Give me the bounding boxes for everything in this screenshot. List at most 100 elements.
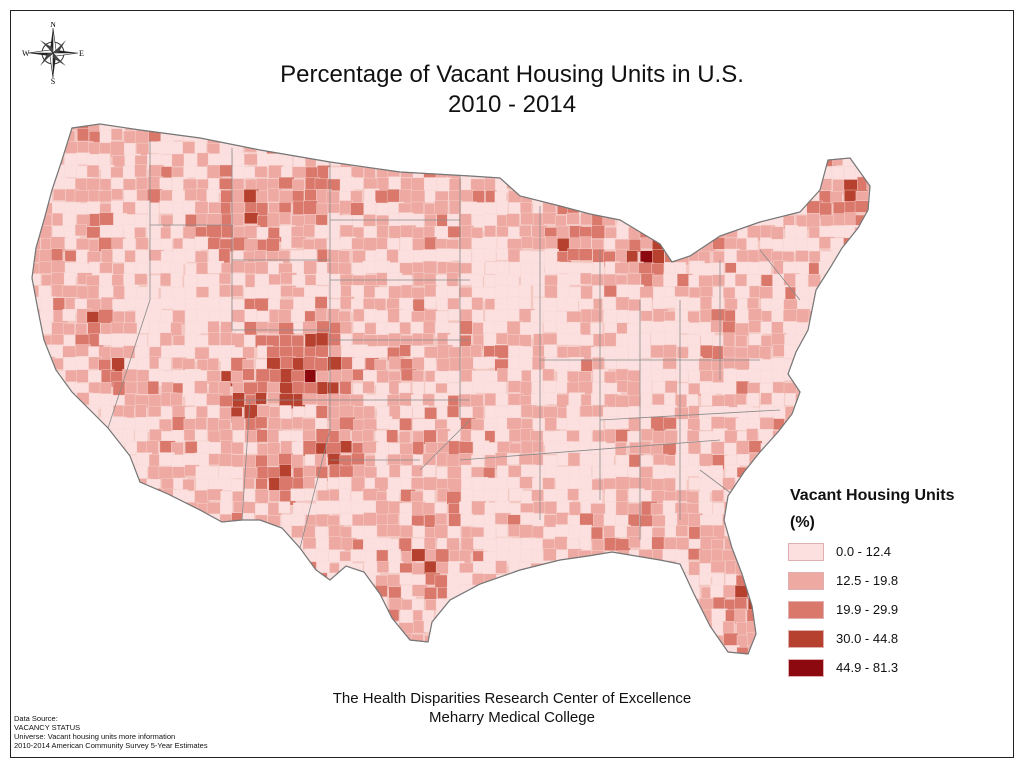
county: [868, 238, 870, 250]
county: [278, 598, 293, 611]
county: [734, 202, 747, 216]
county: [592, 202, 605, 215]
county: [543, 548, 557, 562]
county: [316, 561, 332, 573]
county: [316, 635, 334, 651]
county: [134, 298, 148, 313]
county: [843, 334, 859, 348]
county: [458, 213, 472, 228]
county: [74, 407, 89, 424]
county: [521, 658, 532, 674]
county: [86, 429, 100, 446]
county: [136, 586, 150, 601]
county: [675, 334, 688, 347]
county: [687, 311, 700, 325]
county: [230, 574, 244, 588]
county: [675, 369, 689, 383]
county: [509, 538, 522, 554]
county: [662, 177, 676, 192]
county: [160, 560, 177, 575]
county: [507, 380, 522, 393]
county: [98, 551, 115, 565]
county: [194, 321, 210, 334]
county: [818, 142, 832, 157]
county: [160, 526, 177, 543]
county: [171, 405, 187, 418]
county: [50, 477, 67, 493]
county: [760, 501, 777, 515]
county: [568, 191, 584, 208]
county: [591, 128, 606, 144]
county: [866, 129, 870, 143]
county: [580, 596, 595, 611]
county: [38, 285, 51, 299]
county: [724, 189, 741, 202]
county: [856, 465, 870, 481]
county: [267, 188, 280, 203]
county: [135, 645, 149, 654]
county: [40, 608, 53, 623]
county: [400, 165, 416, 178]
county: [627, 381, 642, 397]
county: [688, 561, 700, 576]
county: [508, 657, 522, 672]
county: [674, 309, 689, 322]
county: [399, 525, 415, 538]
county: [112, 539, 127, 553]
county: [279, 476, 294, 491]
county: [761, 188, 773, 203]
county: [592, 262, 605, 274]
county: [485, 261, 497, 275]
county: [567, 452, 582, 467]
county: [808, 344, 824, 358]
county: [722, 332, 735, 348]
county: [448, 609, 465, 622]
county: [854, 418, 868, 432]
county: [471, 647, 483, 654]
county: [63, 323, 75, 336]
county: [208, 124, 222, 131]
county: [314, 357, 329, 373]
county: [411, 477, 425, 490]
county: [651, 659, 664, 674]
county: [112, 586, 127, 599]
county: [495, 332, 509, 345]
county: [830, 225, 846, 238]
county: [543, 320, 557, 333]
county: [604, 622, 617, 636]
county: [244, 599, 258, 612]
county: [88, 621, 101, 637]
county: [364, 129, 381, 145]
county: [471, 659, 482, 675]
county: [32, 124, 42, 133]
county: [219, 394, 235, 407]
county: [640, 153, 653, 170]
county: [832, 275, 845, 287]
county: [746, 178, 763, 191]
county: [554, 536, 568, 551]
county: [303, 260, 317, 275]
county: [99, 129, 112, 143]
county: [604, 332, 618, 347]
county: [687, 143, 703, 159]
county: [592, 167, 608, 183]
map-subtitle: 2010 - 2014: [447, 91, 577, 118]
county: [242, 346, 255, 359]
county: [386, 524, 402, 537]
county: [737, 550, 753, 564]
county: [832, 320, 844, 334]
county: [520, 597, 536, 610]
county: [580, 130, 593, 143]
county: [39, 501, 51, 516]
county: [291, 369, 308, 383]
county: [797, 177, 812, 191]
county: [135, 596, 151, 611]
county: [338, 429, 351, 442]
county: [544, 647, 560, 654]
county: [64, 464, 81, 478]
county: [747, 124, 761, 132]
county: [532, 178, 549, 193]
county: [124, 610, 138, 625]
county: [567, 634, 582, 650]
county: [616, 224, 630, 240]
